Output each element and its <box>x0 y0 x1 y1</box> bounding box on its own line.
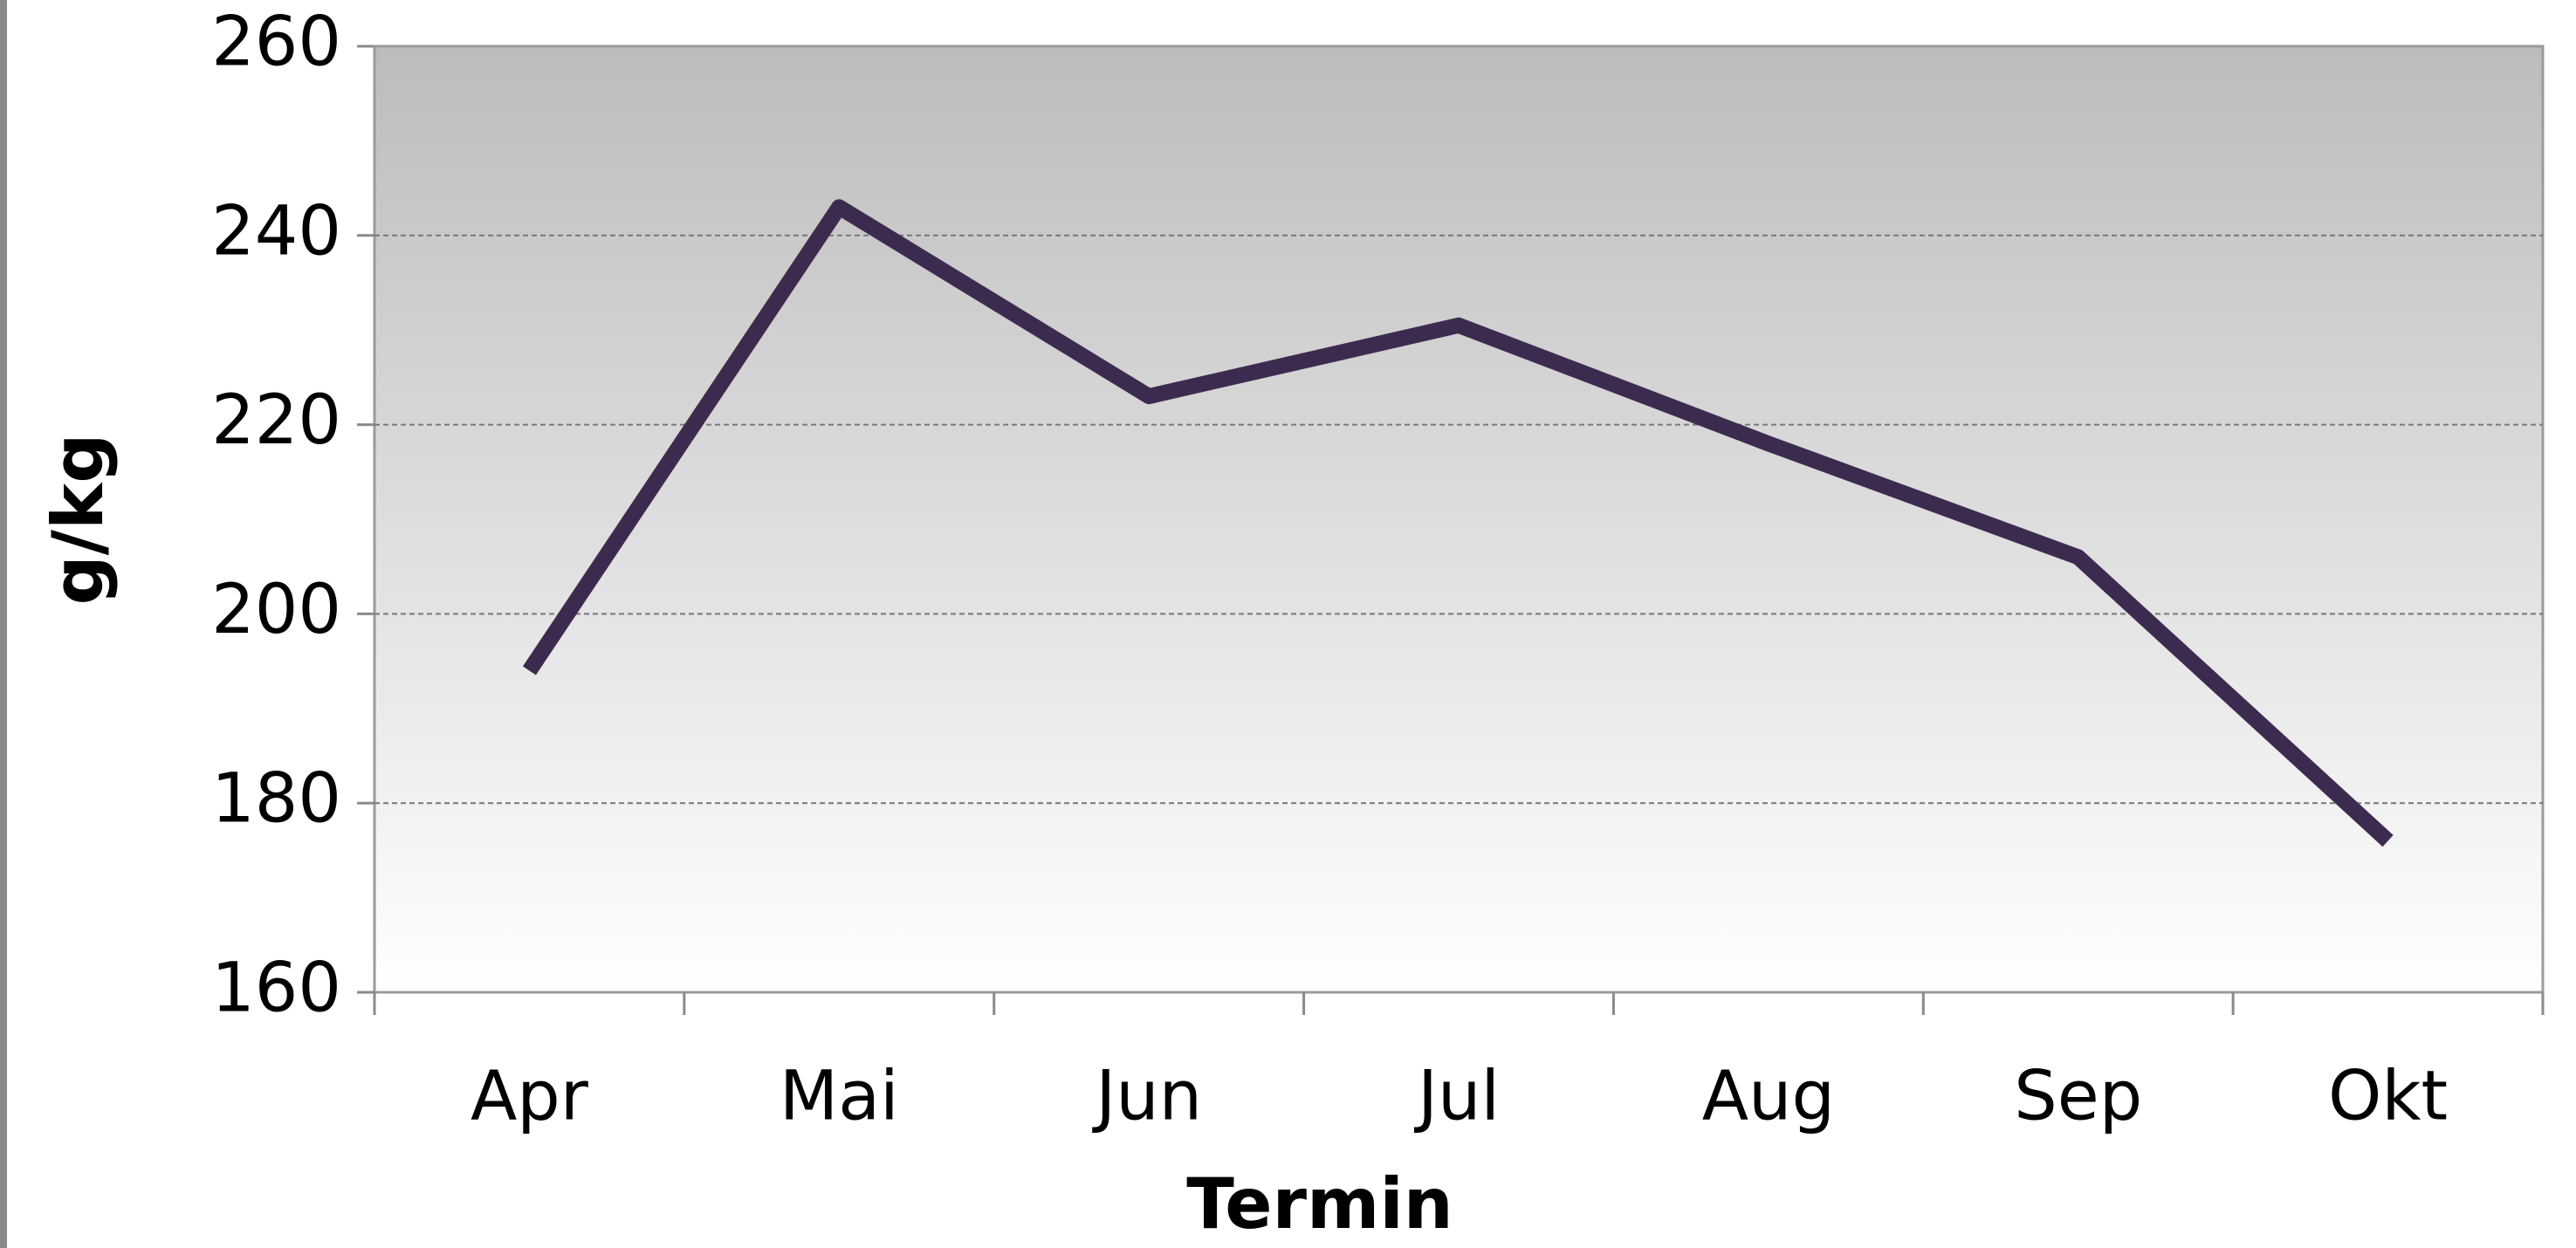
x-tick-label: Okt <box>2328 1057 2448 1135</box>
y-tick-label: 260 <box>211 3 341 81</box>
left-edge <box>0 0 7 1248</box>
plot-area <box>373 45 2545 994</box>
y-tick-label: 240 <box>211 192 341 271</box>
x-tick-label: Jul <box>1413 1057 1500 1135</box>
x-tick-label: Sep <box>2014 1057 2142 1135</box>
y-tick-label: 160 <box>211 949 341 1027</box>
x-tick-label: Aug <box>1702 1057 1835 1135</box>
y-tick-label: 220 <box>211 381 341 460</box>
x-tick-label: Jun <box>1091 1057 1202 1135</box>
y-tick-label: 180 <box>211 760 341 839</box>
x-tick-label: Mai <box>780 1057 899 1135</box>
y-tick-label: 200 <box>211 571 341 649</box>
data-line <box>522 199 2394 847</box>
y-axis-label: g/kg <box>38 434 119 606</box>
x-tick-label: Apr <box>471 1057 589 1135</box>
x-axis-label: Termin <box>1186 1163 1453 1245</box>
